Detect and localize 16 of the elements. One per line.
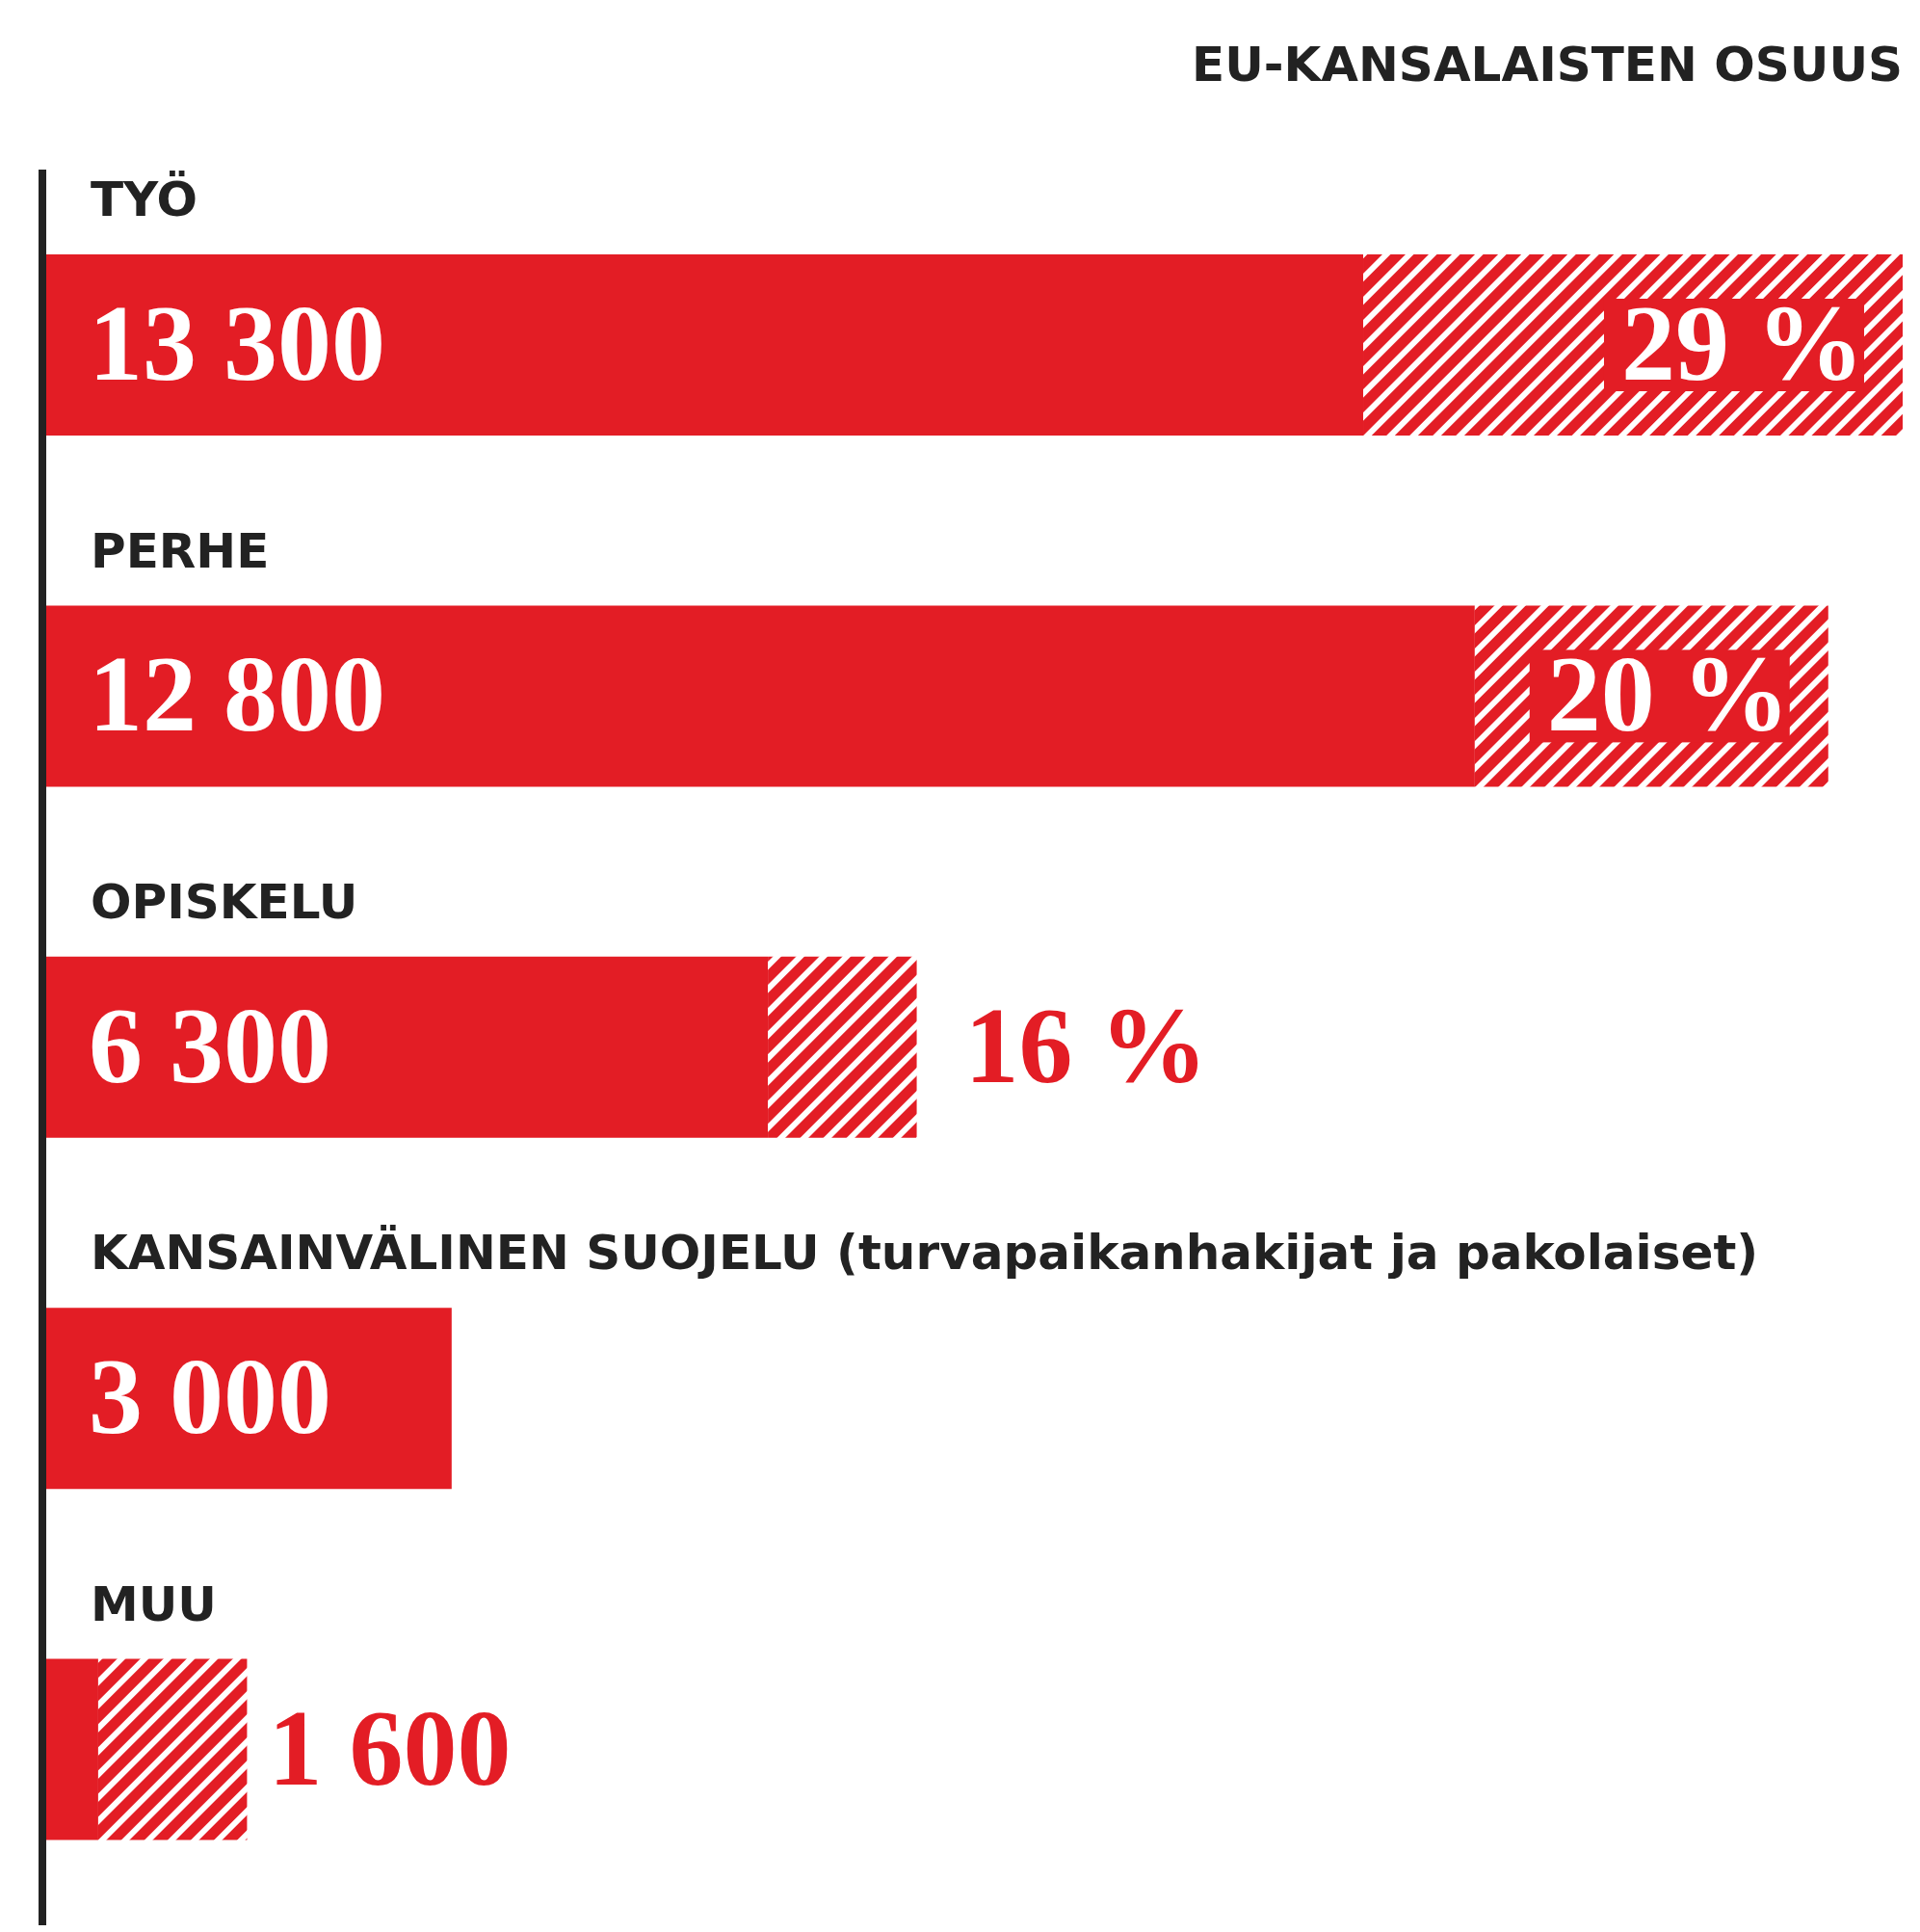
annotation: 1 600 bbox=[268, 1687, 512, 1808]
annotation: 13 300 bbox=[89, 283, 385, 403]
y-tick-label: OPISKELU bbox=[91, 874, 358, 930]
bar bbox=[768, 956, 917, 1138]
y-tick-label: TYÖ bbox=[91, 171, 198, 228]
annotation: 3 000 bbox=[89, 1337, 331, 1457]
annotation: 6 300 bbox=[89, 985, 331, 1105]
annotation: 20 % bbox=[1546, 634, 1790, 754]
text: EU-KANSALAISTEN OSUUS bbox=[1192, 37, 1903, 93]
annotation: 29 % bbox=[1620, 283, 1864, 403]
y-tick-label: MUU bbox=[91, 1575, 217, 1632]
annotation: 16 % bbox=[964, 985, 1208, 1105]
y-tick-label: KANSAINVÄLINEN SUOJELU (turvapaikanhakijat ja pakolaiset) bbox=[91, 1225, 1759, 1282]
annotation: 12 800 bbox=[89, 634, 385, 754]
y-tick-label: PERHE bbox=[91, 522, 270, 579]
bar bbox=[97, 1658, 248, 1840]
